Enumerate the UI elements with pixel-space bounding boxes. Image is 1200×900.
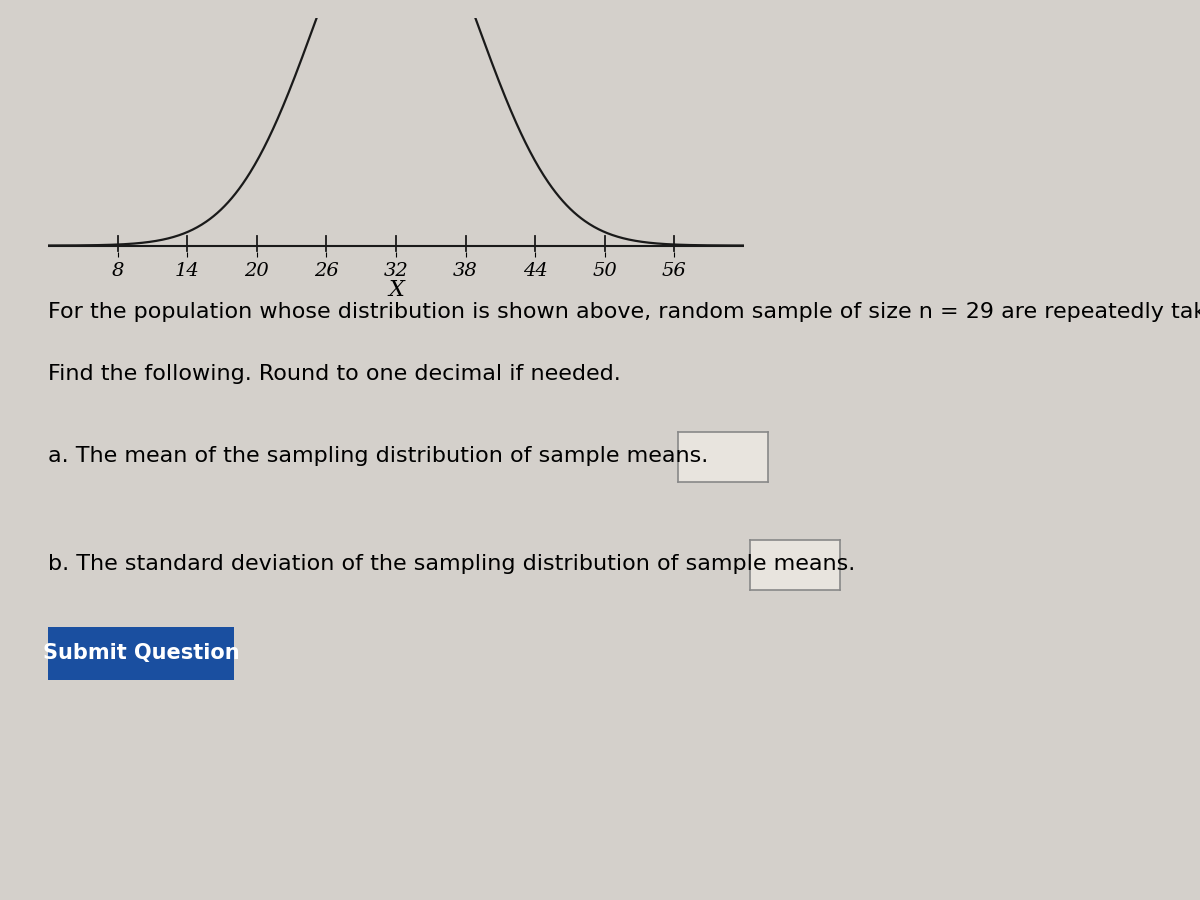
Text: Find the following. Round to one decimal if needed.: Find the following. Round to one decimal…	[48, 364, 620, 384]
Text: b. The standard deviation of the sampling distribution of sample means.: b. The standard deviation of the samplin…	[48, 554, 856, 573]
Text: a. The mean of the sampling distribution of sample means.: a. The mean of the sampling distribution…	[48, 446, 708, 465]
Text: X: X	[388, 279, 404, 301]
Text: For the population whose distribution is shown above, random sample of size n = : For the population whose distribution is…	[48, 302, 1200, 321]
Text: Submit Question: Submit Question	[43, 644, 239, 663]
